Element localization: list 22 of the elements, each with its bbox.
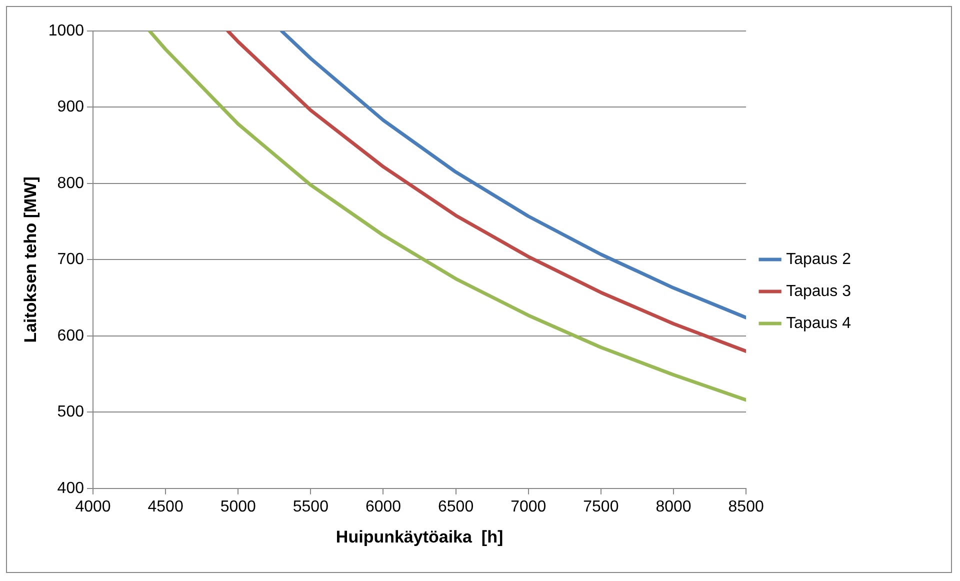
x-tick-label: 4500 [148,498,184,516]
legend-label: Tapaus 3 [786,282,852,300]
y-axis-title: Laitoksen teho [MW] [20,176,40,343]
y-tick-label: 900 [57,98,84,116]
x-axis-title: Huipunkäytöaika [h] [336,527,504,546]
legend-label: Tapaus 4 [786,314,852,332]
x-tick-label: 7500 [583,498,619,516]
y-tick-label: 700 [57,251,84,268]
x-tick-label: 5000 [220,498,256,516]
x-tick-label: 8500 [728,498,764,516]
x-tick-label: 4000 [75,498,111,516]
y-tick-label: 1000 [48,22,84,40]
x-tick-label: 6500 [438,498,474,516]
y-tick-label: 800 [57,174,84,192]
y-tick-label: 600 [57,327,84,344]
x-tick-label: 6000 [365,498,402,516]
x-tick-label: 8000 [656,498,692,516]
x-tick-label: 5500 [292,498,329,516]
x-tick-label: 7000 [510,498,546,516]
y-tick-label: 400 [57,480,84,497]
y-tick-label: 500 [57,404,84,421]
legend-label: Tapaus 2 [786,250,852,268]
